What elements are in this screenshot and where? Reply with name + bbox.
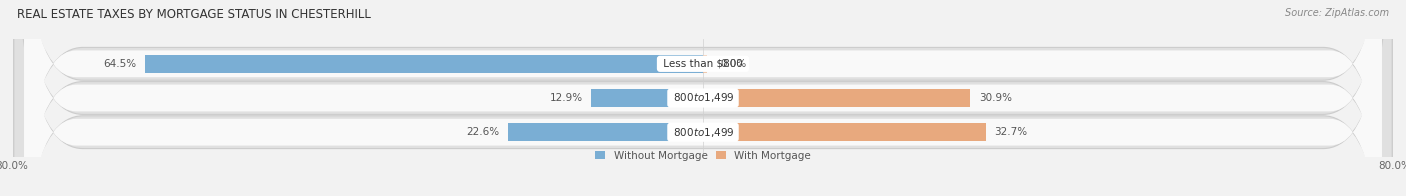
Legend: Without Mortgage, With Mortgage: Without Mortgage, With Mortgage <box>595 151 811 161</box>
FancyBboxPatch shape <box>24 0 1382 196</box>
Text: Less than $800: Less than $800 <box>659 59 747 69</box>
Text: 12.9%: 12.9% <box>550 93 583 103</box>
Bar <box>145 55 703 73</box>
FancyBboxPatch shape <box>14 0 1392 196</box>
FancyBboxPatch shape <box>14 0 1392 196</box>
Text: $800 to $1,499: $800 to $1,499 <box>671 126 735 139</box>
Bar <box>592 89 703 107</box>
Bar <box>508 123 703 141</box>
FancyBboxPatch shape <box>24 0 1382 196</box>
Text: 64.5%: 64.5% <box>104 59 136 69</box>
Text: 32.7%: 32.7% <box>994 127 1028 137</box>
Text: REAL ESTATE TAXES BY MORTGAGE STATUS IN CHESTERHILL: REAL ESTATE TAXES BY MORTGAGE STATUS IN … <box>17 8 371 21</box>
Text: 22.6%: 22.6% <box>465 127 499 137</box>
Bar <box>703 123 986 141</box>
FancyBboxPatch shape <box>14 0 1392 196</box>
Text: $800 to $1,499: $800 to $1,499 <box>671 92 735 104</box>
Bar <box>703 55 707 73</box>
Text: 0.0%: 0.0% <box>720 59 747 69</box>
Text: 30.9%: 30.9% <box>979 93 1012 103</box>
FancyBboxPatch shape <box>24 0 1382 196</box>
Text: Source: ZipAtlas.com: Source: ZipAtlas.com <box>1285 8 1389 18</box>
Bar <box>703 89 970 107</box>
